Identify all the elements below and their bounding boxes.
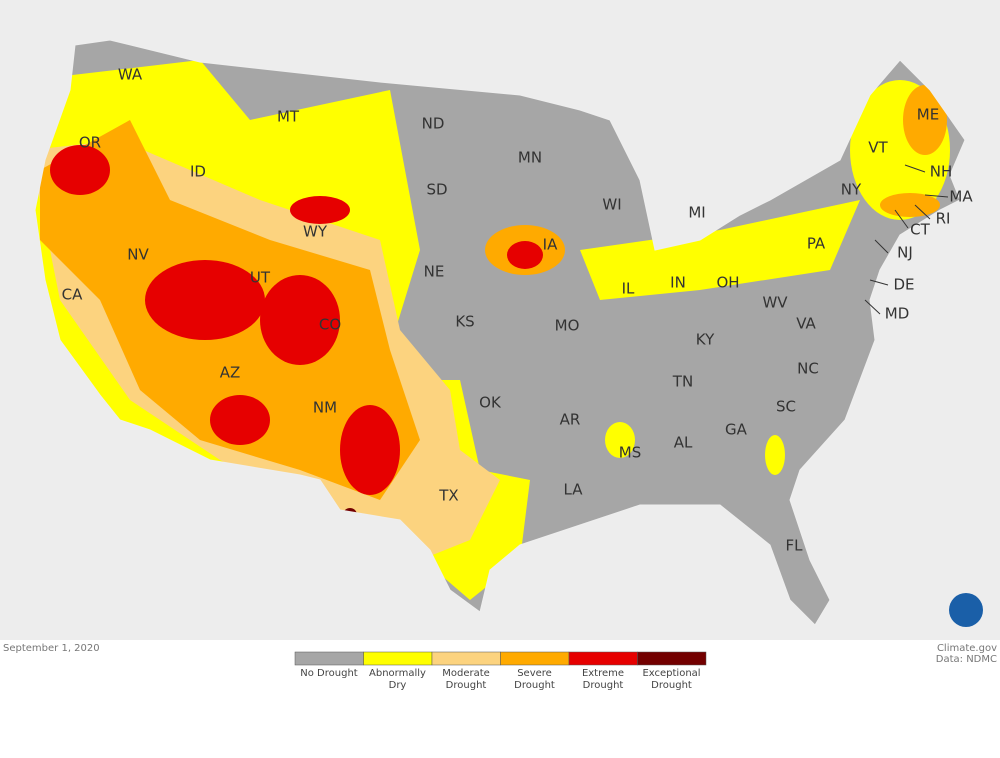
state-label: OR — [79, 134, 101, 152]
state-label: TN — [672, 373, 693, 391]
state-label: NC — [797, 360, 819, 378]
state-label: ND — [422, 115, 445, 133]
legend-label: Abnormally Dry — [369, 668, 426, 691]
state-label: IN — [670, 274, 686, 292]
state-label: MD — [885, 305, 910, 323]
state-label: CT — [910, 221, 930, 239]
state-label: MN — [518, 149, 542, 167]
state-label: WY — [303, 223, 328, 241]
state-label: VA — [796, 315, 816, 333]
state-label: CO — [319, 316, 341, 334]
state-label: LA — [564, 481, 584, 499]
legend-swatch — [500, 651, 570, 666]
legend — [294, 651, 707, 666]
state-label: VT — [868, 139, 888, 157]
legend-label: Extreme Drought — [581, 668, 625, 691]
date: September 1, 2020 — [3, 643, 100, 654]
state-label: OH — [716, 274, 739, 292]
legend-swatch — [294, 651, 364, 666]
state-label: KS — [455, 313, 474, 331]
state-label: NH — [930, 163, 953, 181]
state-label: AR — [560, 411, 581, 429]
drought-areas — [35, 60, 950, 600]
state-label: SD — [426, 181, 447, 199]
state-label: ID — [190, 163, 206, 181]
legend-label: Moderate Drought — [442, 668, 490, 691]
leader-line — [864, 299, 881, 315]
noaa-logo — [949, 593, 983, 627]
state-label: IA — [543, 236, 558, 254]
state-label: UT — [250, 269, 271, 287]
state-label: OK — [479, 394, 502, 412]
state-label: NJ — [897, 244, 913, 262]
state-label: IL — [622, 280, 635, 298]
credit: Climate.gov — [936, 643, 997, 654]
state-label: NM — [313, 399, 337, 417]
state-label: WI — [602, 196, 621, 214]
legend-label: Exceptional Drought — [642, 668, 701, 691]
legend-swatch — [637, 651, 707, 666]
credit: Data: NDMC — [935, 654, 997, 665]
legend-label: No Drought — [300, 668, 358, 679]
state-label: MA — [949, 188, 973, 206]
leader-line — [904, 164, 926, 173]
state-label: ME — [917, 106, 939, 124]
leader-line — [924, 194, 949, 198]
state-label: WV — [762, 294, 788, 312]
state-labels: WA OR CA NV ID MT WY UT AZ CO NM ND SD NE KS OK TX MN IA MO… — [62, 66, 974, 555]
leader-line — [914, 204, 931, 220]
legend-swatch — [363, 651, 433, 666]
state-label: GA — [725, 421, 748, 439]
state-label: SC — [776, 398, 796, 416]
state-label: AZ — [220, 364, 241, 382]
state-label: RI — [936, 210, 951, 228]
state-label: KY — [696, 331, 715, 349]
state-label: MT — [277, 108, 300, 126]
leader-line — [869, 279, 889, 286]
state-label: MS — [619, 444, 641, 462]
state-label: PA — [807, 235, 826, 253]
state-label: NV — [127, 246, 149, 264]
state-label: MI — [688, 204, 705, 222]
legend-swatch — [431, 651, 501, 666]
state-label: FL — [786, 537, 804, 555]
state-label: DE — [893, 276, 914, 294]
legend-label: Severe Drought — [514, 668, 555, 691]
state-label: NY — [841, 181, 862, 199]
state-label: AL — [674, 434, 693, 452]
state-label: WA — [118, 66, 143, 84]
legend-swatch — [568, 651, 638, 666]
leader-line — [894, 209, 909, 229]
state-label: CA — [62, 286, 83, 304]
leader-line — [874, 239, 889, 254]
state-label: NE — [424, 263, 445, 281]
state-label: MO — [555, 317, 580, 335]
credits: Climate.gov Data: NDMC — [936, 643, 997, 665]
state-label: TX — [438, 487, 458, 505]
